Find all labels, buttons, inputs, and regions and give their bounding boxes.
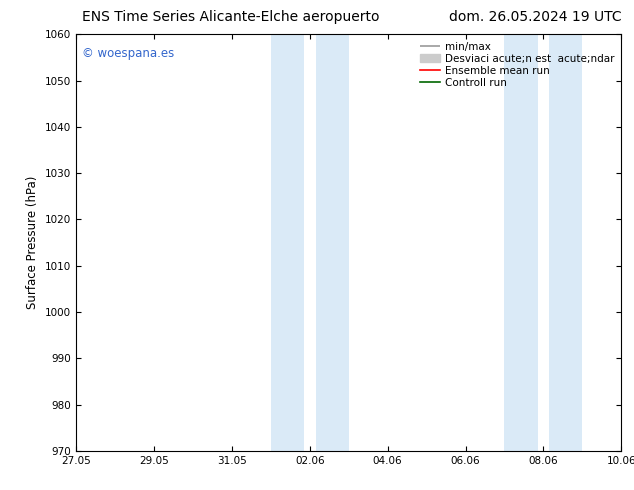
- Bar: [505, 34, 538, 451]
- Text: ENS Time Series Alicante-Elche aeropuerto: ENS Time Series Alicante-Elche aeropuert…: [82, 10, 380, 24]
- Bar: [316, 34, 349, 451]
- Y-axis label: Surface Pressure (hPa): Surface Pressure (hPa): [27, 176, 39, 309]
- Bar: [549, 34, 583, 451]
- Text: dom. 26.05.2024 19 UTC: dom. 26.05.2024 19 UTC: [449, 10, 621, 24]
- Text: © woespana.es: © woespana.es: [82, 47, 174, 60]
- Legend: min/max, Desviaci acute;n est  acute;ndar, Ensemble mean run, Controll run: min/max, Desviaci acute;n est acute;ndar…: [415, 37, 618, 92]
- Bar: [271, 34, 304, 451]
